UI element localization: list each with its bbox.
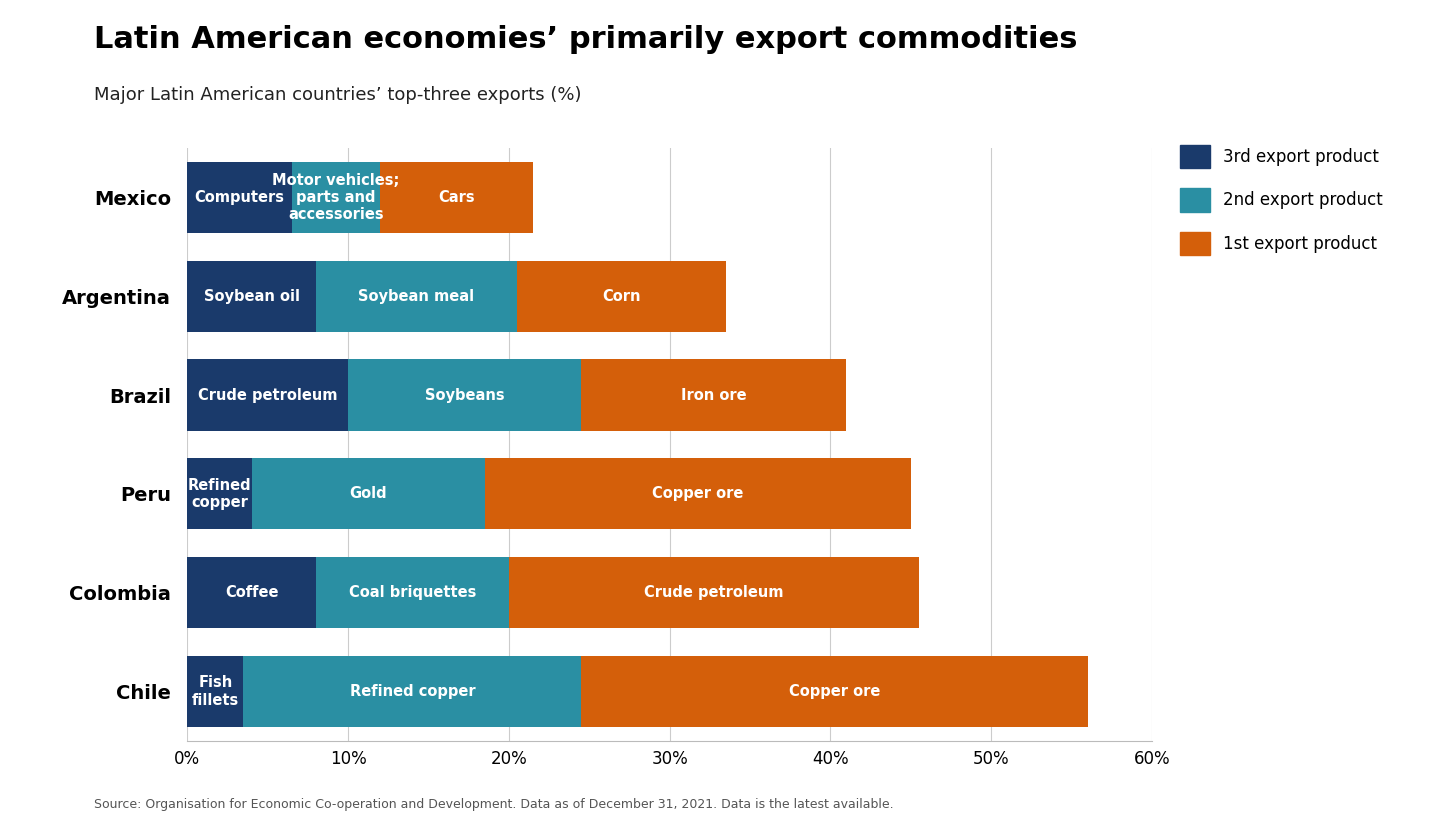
Text: Major Latin American countries’ top-three exports (%): Major Latin American countries’ top-thre… [94, 86, 582, 105]
Text: Crude petroleum: Crude petroleum [644, 585, 783, 600]
Bar [315, 261, 517, 332]
Text: Corn: Corn [602, 289, 641, 304]
Text: Gold: Gold [350, 486, 387, 501]
Bar [252, 458, 485, 529]
Bar [348, 360, 582, 430]
Text: Coal briquettes: Coal briquettes [348, 585, 477, 600]
Text: Coffee: Coffee [225, 585, 278, 600]
Text: Refined copper: Refined copper [350, 684, 475, 699]
Text: Crude petroleum: Crude petroleum [197, 388, 337, 402]
Text: Soybean oil: Soybean oil [203, 289, 300, 304]
Bar [380, 162, 533, 233]
Bar [187, 162, 292, 233]
Bar [187, 360, 348, 430]
Bar [315, 557, 508, 628]
Bar [187, 557, 315, 628]
Text: Motor vehicles;
parts and
accessories: Motor vehicles; parts and accessories [272, 173, 400, 222]
Text: Copper ore: Copper ore [789, 684, 880, 699]
Bar [243, 656, 582, 727]
Bar [187, 458, 252, 529]
Bar [517, 261, 726, 332]
Bar [187, 656, 243, 727]
Text: Soybeans: Soybeans [425, 388, 504, 402]
Text: Copper ore: Copper ore [652, 486, 743, 501]
Text: Soybean meal: Soybean meal [359, 289, 474, 304]
Text: Iron ore: Iron ore [681, 388, 746, 402]
Legend: 3rd export product, 2nd export product, 1st export product: 3rd export product, 2nd export product, … [1179, 145, 1382, 255]
Text: Source: Organisation for Economic Co-operation and Development. Data as of Decem: Source: Organisation for Economic Co-ope… [94, 797, 893, 811]
Bar [187, 261, 315, 332]
Bar [508, 557, 919, 628]
Text: Refined
copper: Refined copper [187, 477, 251, 510]
Bar [582, 656, 1087, 727]
Text: Computers: Computers [194, 190, 285, 205]
Text: Latin American economies’ primarily export commodities: Latin American economies’ primarily expo… [94, 25, 1077, 53]
Bar [485, 458, 910, 529]
Text: Fish
fillets: Fish fillets [192, 675, 239, 708]
Bar [582, 360, 847, 430]
Bar [292, 162, 380, 233]
Text: Cars: Cars [438, 190, 475, 205]
